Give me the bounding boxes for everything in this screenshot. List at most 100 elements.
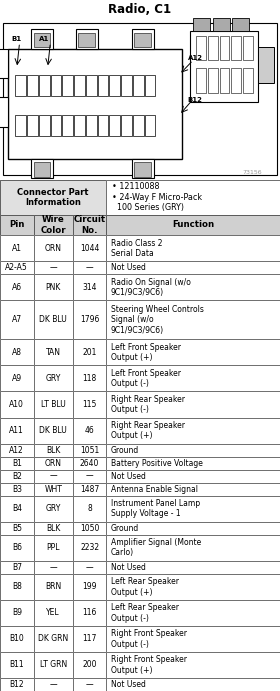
Text: DK BLU: DK BLU: [39, 315, 67, 324]
Bar: [0, 49, 8, 78]
Bar: [0, 274, 34, 301]
Text: BLK: BLK: [46, 524, 60, 533]
Text: A12: A12: [188, 55, 203, 61]
Text: Left Front Speaker
Output (+): Left Front Speaker Output (+): [111, 343, 181, 362]
Text: 73156: 73156: [242, 169, 262, 175]
Bar: [121, 75, 132, 96]
Bar: [34, 261, 73, 274]
Text: Pin: Pin: [9, 220, 24, 229]
Text: B3: B3: [12, 484, 22, 493]
Bar: [34, 652, 73, 678]
Bar: [27, 75, 38, 96]
Bar: [0, 652, 34, 678]
Bar: [145, 75, 155, 96]
Bar: [231, 36, 241, 60]
Bar: [106, 301, 280, 339]
Bar: [34, 261, 73, 274]
Bar: [0, 495, 34, 522]
Bar: [34, 235, 73, 261]
Bar: [34, 561, 73, 574]
Bar: [106, 417, 280, 444]
Text: Not Used: Not Used: [111, 562, 146, 571]
Text: B9: B9: [12, 608, 22, 617]
Bar: [109, 75, 120, 96]
Bar: [0, 470, 34, 482]
Bar: [106, 444, 280, 457]
Text: Battery Positive Voltage: Battery Positive Voltage: [111, 459, 202, 468]
Text: 46: 46: [85, 426, 94, 435]
Text: DK GRN: DK GRN: [38, 634, 68, 643]
Bar: [0, 561, 34, 574]
Bar: [73, 482, 106, 495]
Bar: [73, 626, 106, 652]
Bar: [34, 535, 73, 561]
Bar: [0, 457, 34, 470]
Bar: [0, 626, 34, 652]
Bar: [73, 235, 106, 261]
Bar: [39, 115, 50, 136]
Bar: [86, 115, 97, 136]
Text: —: —: [86, 472, 94, 481]
Bar: [106, 574, 280, 600]
Text: LT BLU: LT BLU: [41, 400, 66, 409]
Bar: [34, 482, 73, 495]
Bar: [0, 366, 34, 392]
Text: B1: B1: [12, 459, 22, 468]
Bar: [73, 574, 106, 600]
Bar: [73, 522, 106, 535]
Bar: [34, 444, 73, 457]
Bar: [106, 561, 280, 574]
Bar: [106, 535, 280, 561]
Bar: [34, 470, 73, 482]
Bar: [51, 115, 61, 136]
Bar: [34, 482, 73, 495]
Text: 200: 200: [82, 661, 97, 670]
Text: 117: 117: [82, 634, 97, 643]
Bar: [39, 75, 50, 96]
Bar: [208, 68, 218, 93]
Bar: [0, 235, 34, 261]
Text: 1050: 1050: [80, 524, 99, 533]
Text: Ground: Ground: [111, 446, 139, 455]
Bar: [133, 115, 144, 136]
Bar: [0, 417, 34, 444]
Bar: [106, 678, 280, 691]
Bar: [106, 600, 280, 626]
Bar: [34, 457, 73, 470]
Bar: [0, 522, 34, 535]
Bar: [106, 261, 280, 274]
Bar: [0, 392, 34, 417]
Text: Instrument Panel Lamp
Supply Voltage - 1: Instrument Panel Lamp Supply Voltage - 1: [111, 499, 200, 518]
Bar: [243, 68, 253, 93]
Bar: [0, 457, 34, 470]
Text: TAN: TAN: [46, 348, 61, 357]
Bar: [106, 235, 280, 261]
Bar: [106, 482, 280, 495]
Bar: [0, 180, 106, 215]
Bar: [0, 417, 34, 444]
Bar: [34, 652, 73, 678]
Bar: [0, 600, 34, 626]
Bar: [243, 36, 253, 60]
Bar: [0, 261, 34, 274]
Bar: [0, 301, 34, 339]
Text: A2-A5: A2-A5: [5, 263, 28, 272]
Bar: [34, 626, 73, 652]
Bar: [106, 470, 280, 482]
Bar: [76, 29, 98, 49]
Text: ORN: ORN: [45, 459, 62, 468]
Bar: [106, 392, 280, 417]
Text: B5: B5: [12, 524, 22, 533]
Text: 118: 118: [83, 374, 97, 383]
Bar: [73, 678, 106, 691]
Text: B7: B7: [12, 562, 22, 571]
Text: Function: Function: [172, 220, 214, 229]
Bar: [34, 392, 73, 417]
Bar: [73, 301, 106, 339]
Text: A12: A12: [10, 446, 24, 455]
Text: 2232: 2232: [80, 543, 99, 552]
Text: Not Used: Not Used: [111, 263, 146, 272]
Text: • 12110088
• 24-Way F Micro-Pack
  100 Series (GRY): • 12110088 • 24-Way F Micro-Pack 100 Ser…: [112, 182, 202, 212]
Text: —: —: [49, 472, 57, 481]
Bar: [0, 535, 34, 561]
